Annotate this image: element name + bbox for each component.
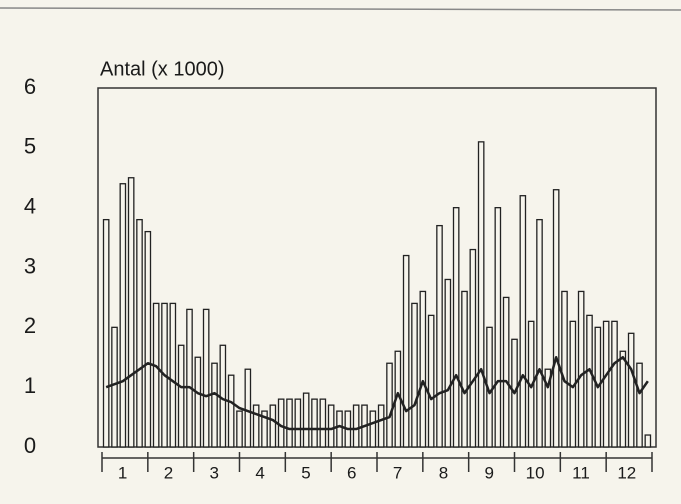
x-tick-label: 4	[255, 463, 264, 482]
scan-edge	[0, 7, 681, 11]
bar	[402, 254, 410, 448]
bar	[144, 230, 152, 448]
plot-frame	[97, 87, 657, 448]
bar	[252, 404, 260, 448]
bar	[277, 398, 285, 448]
y-tick-label: 1	[24, 373, 36, 398]
bar	[294, 398, 302, 448]
bar	[411, 302, 418, 448]
bar	[636, 362, 643, 448]
bar	[136, 218, 143, 448]
y-tick-label: 3	[24, 253, 36, 278]
bar	[469, 248, 477, 448]
bar	[127, 177, 135, 448]
bar	[602, 320, 610, 448]
bar	[494, 207, 502, 448]
bar	[261, 410, 268, 448]
bar	[477, 141, 485, 448]
bar	[152, 302, 160, 448]
bar	[327, 404, 335, 448]
bar	[269, 404, 277, 448]
bar	[336, 410, 343, 448]
bar	[461, 290, 468, 448]
y-tick-label: 2	[24, 313, 36, 338]
bar	[452, 207, 460, 448]
bar	[386, 362, 393, 448]
bar	[227, 374, 235, 448]
bar	[644, 434, 652, 448]
bar	[236, 410, 243, 448]
bar	[586, 314, 593, 448]
bar	[369, 410, 377, 448]
y-tick-label: 5	[24, 134, 36, 159]
bar	[436, 224, 443, 448]
y-tick-label: 6	[24, 74, 36, 99]
bar	[219, 344, 227, 448]
bar	[419, 290, 427, 448]
y-axis-label: Antal (x 1000)	[100, 58, 225, 80]
bar	[427, 314, 435, 448]
x-tick-label: 5	[301, 463, 310, 482]
bar	[519, 195, 527, 448]
bar	[311, 398, 318, 448]
bar	[186, 308, 193, 448]
x-tick-label: 8	[439, 463, 448, 482]
x-tick-label: 9	[485, 463, 494, 482]
bar	[444, 278, 452, 448]
bar	[577, 290, 585, 448]
x-tick-label: 12	[617, 463, 636, 482]
bar	[544, 368, 552, 448]
bar	[211, 362, 218, 448]
bar	[352, 404, 360, 448]
bar	[102, 218, 110, 448]
bar	[502, 296, 510, 448]
x-tick-label: 1	[118, 463, 127, 482]
bar	[111, 326, 118, 448]
x-tick-label: 3	[210, 463, 219, 482]
bar	[377, 404, 385, 448]
x-tick-label: 6	[347, 463, 356, 482]
bar	[244, 368, 252, 448]
bar	[169, 302, 177, 448]
bar	[194, 356, 202, 448]
bar	[536, 218, 543, 448]
bar	[286, 398, 293, 448]
bar	[627, 332, 635, 448]
bar	[561, 290, 568, 448]
bar	[119, 183, 127, 448]
bar	[619, 350, 627, 448]
x-tick-label: 2	[164, 463, 173, 482]
bar	[302, 392, 310, 448]
bar	[611, 320, 618, 448]
bar	[202, 308, 210, 448]
trend-line	[105, 356, 649, 431]
y-tick-label: 4	[24, 193, 36, 218]
x-tick-label: 11	[572, 463, 590, 482]
y-tick-label: 0	[24, 433, 36, 458]
x-tick-label: 10	[526, 463, 545, 482]
bar	[319, 398, 327, 448]
bar	[552, 189, 560, 448]
bar	[177, 344, 185, 448]
x-tick-label: 7	[393, 463, 402, 482]
